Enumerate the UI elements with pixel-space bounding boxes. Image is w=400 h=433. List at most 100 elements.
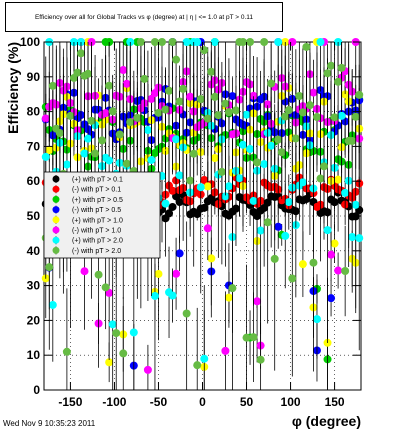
legend-label: (-) with pT > 1.0: [72, 228, 121, 235]
data-point: [298, 260, 307, 269]
x-tick-label: 0: [199, 395, 206, 409]
y-tick-label: 80: [27, 105, 41, 119]
y-axis-label: Efficiency (%): [5, 42, 21, 134]
data-point: [91, 149, 100, 158]
data-point: [270, 254, 279, 263]
data-point: [168, 202, 177, 211]
x-tick-label: 50: [240, 395, 254, 409]
data-point: [323, 226, 332, 235]
legend-marker: [52, 206, 60, 214]
legend-label: (+) with pT > 0.1: [72, 177, 123, 184]
data-point: [320, 162, 329, 171]
data-point: [186, 92, 195, 101]
y-tick-label: 0: [33, 383, 40, 397]
data-point: [267, 79, 276, 88]
data-point: [203, 114, 212, 123]
data-point: [62, 347, 71, 356]
data-point: [150, 291, 159, 300]
data-point: [55, 129, 64, 138]
data-point: [284, 106, 293, 115]
data-point: [341, 90, 350, 99]
data-point: [221, 192, 230, 201]
legend-marker: [52, 226, 60, 234]
data-point: [274, 222, 283, 231]
data-point: [316, 38, 325, 46]
data-point: [334, 266, 343, 275]
data-point: [122, 159, 131, 168]
data-point: [351, 112, 360, 121]
data-point: [112, 329, 121, 338]
data-point: [228, 284, 237, 293]
data-point: [108, 107, 117, 116]
data-point: [203, 224, 212, 233]
data-point: [175, 171, 184, 180]
data-point: [189, 149, 198, 158]
data-point: [200, 46, 209, 55]
x-tick-label: 150: [325, 395, 345, 409]
y-tick-label: 70: [27, 139, 41, 153]
data-point: [207, 67, 216, 76]
series-7: [41, 38, 364, 390]
data-point: [207, 254, 216, 263]
data-point: [281, 231, 290, 240]
data-point: [196, 95, 205, 104]
data-point: [182, 38, 191, 46]
data-point: [249, 196, 258, 205]
data-point: [76, 49, 85, 58]
data-point: [84, 134, 93, 143]
data-point: [168, 291, 177, 300]
data-point: [239, 38, 248, 46]
data-point: [122, 79, 131, 88]
x-tick-label: 100: [281, 395, 301, 409]
data-point: [323, 69, 332, 78]
data-point: [355, 234, 364, 243]
data-point: [217, 167, 226, 176]
legend-box: [43, 171, 161, 259]
data-point: [48, 300, 57, 309]
data-point: [253, 158, 262, 167]
legend-marker: [52, 185, 60, 193]
data-point: [348, 232, 357, 241]
data-point: [337, 111, 346, 120]
data-point: [351, 200, 360, 209]
data-point: [80, 267, 89, 276]
data-point: [274, 135, 283, 144]
data-point: [80, 149, 89, 158]
data-point: [291, 134, 300, 143]
data-point: [210, 38, 219, 46]
data-point: [214, 111, 223, 120]
data-point: [260, 38, 269, 46]
data-point: [277, 148, 286, 157]
data-point: [246, 38, 255, 46]
data-point: [161, 199, 170, 208]
data-point: [312, 113, 321, 122]
data-point: [312, 315, 321, 324]
data-point: [337, 63, 346, 72]
data-point: [210, 92, 219, 101]
legend-label: (+) with pT > 0.5: [72, 197, 123, 204]
legend-label: (-) with pT > 0.1: [72, 187, 121, 194]
data-point: [305, 101, 314, 110]
data-point: [172, 269, 181, 278]
data-point: [73, 68, 82, 77]
data-point: [249, 333, 258, 342]
data-point: [168, 186, 177, 195]
data-point: [143, 365, 152, 374]
data-point: [274, 38, 283, 46]
data-point: [242, 333, 251, 342]
data-point: [154, 269, 163, 278]
data-point: [45, 263, 54, 272]
data-point: [101, 109, 110, 118]
data-point: [161, 105, 170, 114]
data-point: [260, 160, 269, 169]
data-point: [221, 99, 230, 108]
x-tick-label: -150: [58, 395, 82, 409]
data-point: [224, 293, 233, 302]
data-point: [62, 160, 71, 169]
data-point: [263, 218, 272, 227]
data-point: [330, 113, 339, 122]
data-point: [200, 176, 209, 185]
data-point: [203, 182, 212, 191]
data-point: [48, 81, 57, 90]
data-point: [119, 66, 128, 75]
